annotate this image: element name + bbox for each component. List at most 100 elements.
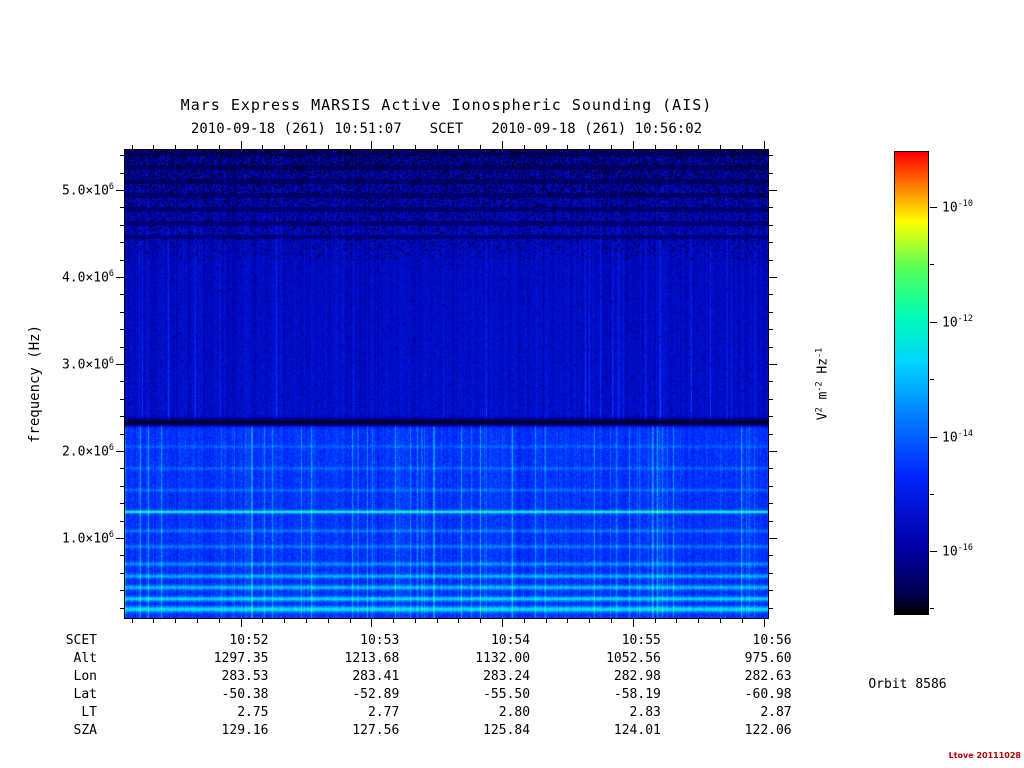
colorbar-tick-label: 10-10 bbox=[942, 197, 973, 216]
y-tick-minor-left bbox=[120, 433, 124, 435]
y-tick-minor-right bbox=[769, 155, 773, 157]
y-tick-minor-right bbox=[769, 398, 773, 400]
y-tick-major-right bbox=[769, 363, 777, 365]
x-tick-minor-bottom bbox=[393, 619, 395, 623]
table-cell: -58.19 bbox=[613, 687, 661, 702]
table-cell: 1297.35 bbox=[213, 651, 269, 666]
x-tick-minor-bottom bbox=[196, 619, 198, 623]
chart-subtitle: 2010-09-18 (261) 10:51:07 SCET 2010-09-18 … bbox=[105, 121, 788, 137]
y-tick-minor-right bbox=[769, 207, 773, 209]
x-tick-major-bottom bbox=[240, 619, 242, 627]
table-row-label: LT bbox=[81, 705, 97, 720]
table-cell: 1213.68 bbox=[344, 651, 400, 666]
y-tick-major-right bbox=[769, 537, 777, 539]
x-tick-minor-bottom bbox=[414, 619, 416, 623]
colorbar-axis-label: V2 m-2 Hz-1 bbox=[813, 347, 831, 421]
colorbar-canvas bbox=[895, 152, 928, 614]
y-tick-minor-right bbox=[769, 433, 773, 435]
y-tick-minor-right bbox=[769, 259, 773, 261]
x-tick-minor-top bbox=[567, 145, 569, 149]
table-cell: 283.41 bbox=[352, 669, 400, 684]
credit-text: Ltove 20111028 bbox=[948, 751, 1021, 760]
x-tick-minor-bottom bbox=[175, 619, 177, 623]
x-tick-minor-bottom bbox=[436, 619, 438, 623]
colorbar-tick-label: 10-14 bbox=[942, 427, 973, 445]
y-tick-minor-right bbox=[769, 224, 773, 226]
colorbar-tick-minor bbox=[930, 264, 934, 266]
chart-title: Mars Express MARSIS Active Ionospheric S… bbox=[180, 96, 713, 114]
x-tick-minor-top bbox=[284, 145, 286, 149]
colorbar-tick-label: 10-16 bbox=[942, 542, 973, 560]
x-tick-minor-bottom bbox=[720, 619, 722, 623]
table-cell: 2.83 bbox=[629, 705, 661, 720]
y-tick-minor-right bbox=[769, 172, 773, 174]
x-tick-minor-bottom bbox=[305, 619, 307, 623]
x-tick-major-top bbox=[371, 141, 373, 149]
colorbar-tick-label: 10-12 bbox=[942, 312, 973, 330]
y-tick-minor-left bbox=[120, 590, 124, 592]
x-tick-minor-bottom bbox=[131, 619, 133, 623]
y-tick-label: 4.0×106 bbox=[61, 268, 114, 286]
x-tick-minor-top bbox=[131, 145, 133, 149]
y-tick-major-left bbox=[116, 363, 124, 365]
orbit-label: Orbit 8586 bbox=[868, 677, 947, 692]
x-tick-minor-bottom bbox=[545, 619, 547, 623]
x-tick-minor-bottom bbox=[611, 619, 613, 623]
y-tick-minor-right bbox=[769, 311, 773, 313]
x-tick-minor-top bbox=[262, 145, 264, 149]
x-tick-minor-bottom bbox=[654, 619, 656, 623]
table-cell: 10:56 bbox=[752, 633, 792, 648]
x-tick-minor-top bbox=[611, 145, 613, 149]
table-row-label: SCET bbox=[65, 633, 97, 648]
y-tick-major-left bbox=[116, 277, 124, 278]
x-tick-minor-bottom bbox=[567, 619, 569, 623]
table-cell: 124.01 bbox=[613, 723, 661, 738]
table-cell: 122.06 bbox=[744, 723, 792, 738]
colorbar-tick-minor bbox=[930, 493, 934, 495]
x-tick-minor-top bbox=[741, 145, 743, 149]
y-tick-minor-left bbox=[120, 207, 124, 209]
x-tick-minor-top bbox=[523, 145, 525, 149]
y-tick-minor-right bbox=[769, 503, 773, 505]
table-cell: 1132.00 bbox=[475, 651, 531, 666]
x-tick-minor-bottom bbox=[698, 619, 700, 623]
table-row-label: SZA bbox=[73, 723, 97, 738]
colorbar-tick-minor bbox=[930, 608, 934, 610]
table-cell: -52.89 bbox=[352, 687, 400, 702]
x-tick-minor-bottom bbox=[218, 619, 220, 623]
scet-start-time: 2010-09-18 (261) 10:51:07 bbox=[190, 121, 402, 137]
x-tick-minor-top bbox=[153, 145, 155, 149]
y-tick-minor-left bbox=[120, 172, 124, 174]
y-tick-minor-left bbox=[120, 259, 124, 261]
y-axis-label: frequency (Hz) bbox=[27, 324, 43, 444]
y-tick-minor-left bbox=[120, 346, 124, 348]
x-tick-minor-bottom bbox=[153, 619, 155, 623]
x-tick-minor-top bbox=[654, 145, 656, 149]
table-row-label: Alt bbox=[73, 651, 97, 666]
y-tick-major-right bbox=[769, 277, 777, 278]
table-cell: 2.75 bbox=[237, 705, 269, 720]
y-tick-minor-left bbox=[120, 224, 124, 226]
y-tick-minor-left bbox=[120, 468, 124, 470]
x-tick-major-top bbox=[763, 141, 765, 149]
table-cell: 2.80 bbox=[498, 705, 531, 720]
x-tick-minor-bottom bbox=[523, 619, 525, 623]
table-cell: 282.98 bbox=[613, 669, 661, 684]
table-cell: 282.63 bbox=[744, 669, 792, 684]
table-cell: 1052.56 bbox=[606, 651, 661, 666]
y-tick-minor-right bbox=[769, 381, 773, 383]
x-tick-minor-bottom bbox=[676, 619, 678, 623]
y-tick-minor-left bbox=[120, 520, 124, 522]
y-tick-minor-left bbox=[120, 503, 124, 505]
table-cell: 10:55 bbox=[621, 633, 661, 648]
x-tick-minor-top bbox=[393, 145, 395, 149]
x-tick-minor-bottom bbox=[458, 619, 460, 623]
y-tick-minor-right bbox=[769, 520, 773, 522]
x-tick-major-top bbox=[632, 141, 634, 149]
x-tick-minor-bottom bbox=[741, 619, 743, 623]
table-cell: 10:52 bbox=[229, 633, 269, 648]
y-tick-minor-right bbox=[769, 485, 773, 487]
x-tick-minor-top bbox=[349, 145, 351, 149]
y-tick-minor-left bbox=[120, 485, 124, 487]
x-tick-major-bottom bbox=[502, 619, 504, 627]
